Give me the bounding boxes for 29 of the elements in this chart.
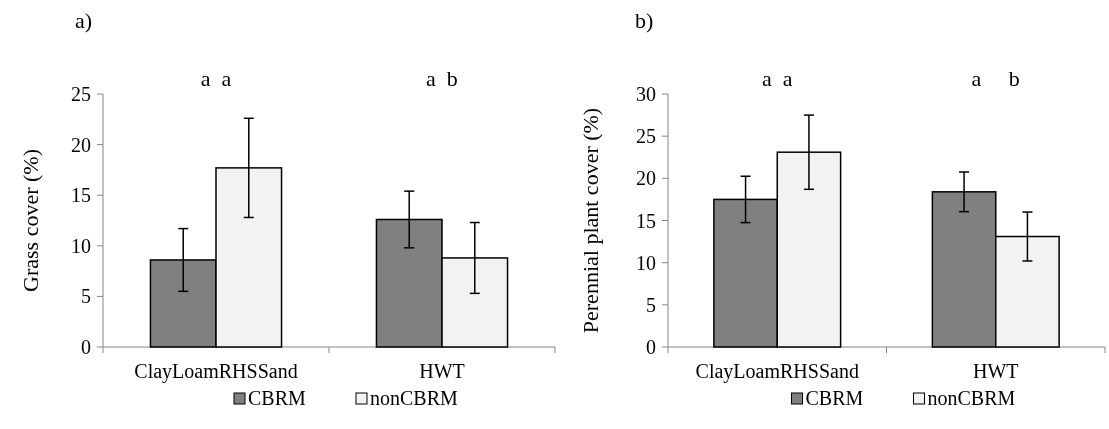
legend-label: CBRM	[248, 387, 307, 409]
y-tick-label: 25	[71, 83, 91, 105]
y-tick-label: 10	[636, 251, 656, 274]
x-tick-label: HWT	[972, 360, 1019, 382]
y-axis-title: Grass cover (%)	[18, 149, 43, 292]
text: a b	[971, 66, 1020, 91]
y-tick-label: 5	[81, 285, 91, 308]
legend-label: nonCBRM	[927, 387, 1016, 409]
x-tick-label: ClayLoamRHSSand	[695, 360, 859, 383]
y-tick-label: 0	[81, 336, 91, 358]
x-tick-label: ClayLoamRHSSand	[134, 360, 298, 383]
y-tick-label: 10	[71, 234, 91, 257]
text: a b	[426, 66, 458, 91]
y-tick-label: 5	[646, 293, 656, 316]
text: a a	[761, 66, 793, 91]
chart-title: a)	[75, 8, 93, 33]
legend-label: nonCBRM	[370, 387, 459, 409]
y-tick-label: 30	[636, 83, 656, 105]
y-tick-label: 15	[636, 209, 656, 232]
text: a a	[200, 66, 232, 91]
y-tick-label: 15	[71, 184, 91, 207]
x-tick-label: HWT	[419, 360, 465, 382]
y-tick-label: 25	[636, 125, 656, 148]
chart-title: b)	[635, 8, 654, 33]
y-tick-label: 20	[71, 133, 91, 156]
legend-label: CBRM	[805, 387, 864, 409]
y-tick-label: 0	[646, 336, 656, 358]
y-axis-title: Perennial plant cover (%)	[578, 107, 603, 334]
y-tick-label: 20	[636, 167, 656, 190]
